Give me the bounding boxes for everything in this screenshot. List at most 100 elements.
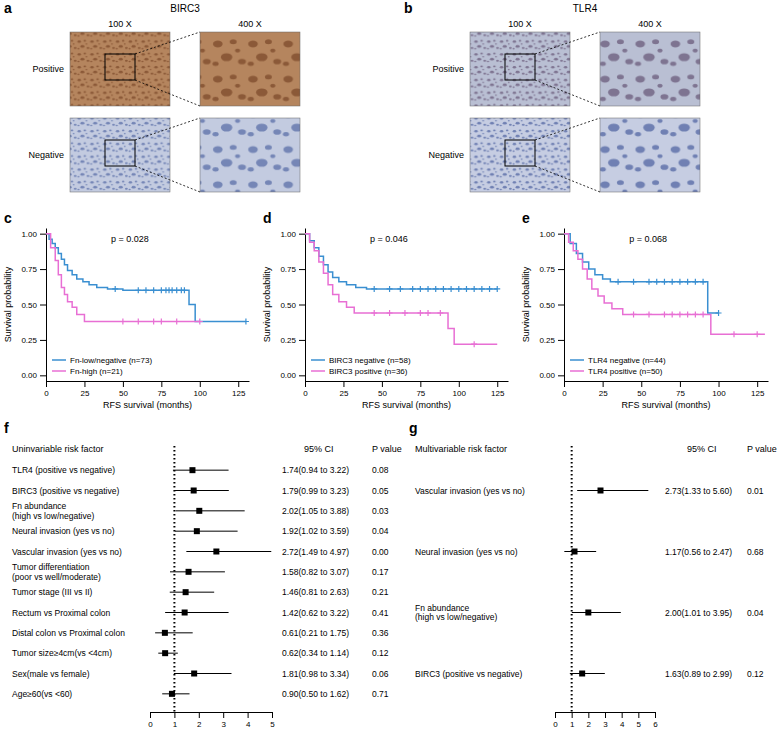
micrograph — [470, 118, 570, 192]
tick-label: 0 — [44, 389, 49, 398]
p-value: 0.12 — [747, 669, 764, 679]
x-axis-tick: 6 — [653, 712, 658, 729]
x-axis-tick: 125 — [232, 381, 246, 398]
panel-letter: f — [4, 420, 9, 436]
table-header: P value — [747, 444, 777, 454]
y-axis-tick: 1.00 — [21, 230, 46, 239]
plot-area — [155, 446, 271, 712]
ci-label: 2.72(1.49 to 4.97) — [282, 547, 349, 557]
panel-letter: b — [404, 0, 413, 16]
tick-mark — [558, 375, 564, 376]
y-axis: 0.000.250.500.751.00 — [539, 229, 564, 382]
table-header: Uninvariable risk factor — [12, 444, 104, 454]
censor-mark — [112, 286, 118, 292]
censor-mark — [151, 319, 157, 325]
zoom-connector — [135, 32, 200, 54]
row-label: BIRC3 (positive vs negative) — [12, 486, 119, 496]
tick-mark — [299, 269, 305, 270]
panel-letter: d — [263, 210, 272, 226]
row-label: Tumor size≥4cm(vs <4cm) — [12, 648, 112, 658]
tick-mark — [305, 381, 306, 387]
ci-label: 1.63(0.89 to 2.99) — [665, 669, 732, 679]
tick-label: 6 — [653, 720, 658, 729]
censor-mark — [669, 311, 675, 317]
row-label: Positive — [432, 64, 464, 74]
error-bar — [162, 693, 189, 694]
censor-mark — [135, 319, 141, 325]
censor-mark — [151, 287, 157, 293]
error-bar — [577, 490, 648, 491]
zoom-box — [505, 54, 535, 80]
ci-label: 1.58(0.82 to 3.07) — [282, 567, 349, 577]
tick-label: 0.50 — [280, 301, 296, 310]
tick-label: 0.75 — [280, 265, 296, 274]
x-axis-tick: 0 — [148, 712, 153, 729]
tick-label: 3 — [603, 720, 608, 729]
x-axis: 0255075100125 — [562, 381, 768, 398]
censor-mark — [654, 279, 660, 285]
ci-label: 0.90(0.50 to 1.62) — [282, 689, 349, 699]
legend-label: Fn-high (n=21) — [70, 367, 123, 376]
column-label: 400 X — [638, 19, 662, 29]
plot-area — [46, 234, 249, 325]
x-axis-title: RFS survival (months) — [362, 400, 451, 410]
censor-mark — [371, 286, 377, 292]
tick-mark — [555, 712, 556, 718]
tick-mark — [299, 305, 305, 306]
annotation: p = 0.046 — [370, 234, 408, 244]
estimate-marker — [183, 589, 189, 595]
tick-mark — [382, 381, 383, 387]
tick-label: 0.75 — [539, 265, 555, 274]
tick-mark — [655, 712, 656, 718]
tick-mark — [150, 712, 151, 718]
p-value: 0.71 — [372, 689, 389, 699]
tick-label: 125 — [491, 389, 505, 398]
row-label: Fn abundance(high vs low/negative) — [12, 501, 94, 520]
tick-label: 25 — [80, 389, 89, 398]
x-axis-tick: 2 — [587, 712, 592, 729]
error-bar — [155, 632, 193, 633]
plot-area — [305, 234, 500, 347]
row-label: Rectum vs Proximal colon — [12, 608, 111, 618]
tick-label: 50 — [119, 389, 128, 398]
x-axis-tick: 1 — [570, 712, 575, 729]
censor-mark — [371, 310, 377, 316]
p-value: 0.05 — [372, 486, 389, 496]
micrograph — [70, 118, 170, 192]
error-bar — [173, 470, 229, 471]
panel-title: BIRC3 — [170, 3, 200, 14]
annotation: p = 0.028 — [111, 234, 149, 244]
x-axis-tick: 0 — [553, 712, 558, 729]
censor-mark — [158, 319, 164, 325]
survival-curve — [305, 234, 497, 344]
survival-curve — [305, 234, 497, 289]
panel-letter: g — [409, 420, 418, 436]
tick-mark — [572, 712, 573, 718]
legend-label: Fn-low/negative (n=73) — [70, 356, 152, 365]
error-bar — [170, 592, 214, 593]
x-axis-tick: 3 — [603, 712, 608, 729]
tick-label: 0.50 — [539, 301, 555, 310]
row-label: TLR4 (positive vs negative) — [12, 465, 115, 475]
tick-label: 125 — [751, 389, 765, 398]
tick-label: 0 — [303, 389, 308, 398]
y-axis-tick: 0.00 — [539, 371, 564, 380]
estimate-marker — [191, 488, 197, 494]
y-axis: 0.000.250.500.751.00 — [21, 229, 46, 382]
tick-mark — [40, 269, 46, 270]
tick-label: 4 — [246, 720, 251, 729]
plot-area — [564, 234, 765, 338]
legend-label: TLR4 positive (n=50) — [588, 367, 663, 376]
tick-label: 75 — [416, 389, 425, 398]
ci-label: 1.46(0.81 to 2.63) — [282, 587, 349, 597]
censor-mark — [463, 286, 469, 292]
tick-label: 0.50 — [21, 301, 37, 310]
ci-label: 0.61(0.21 to 1.75) — [282, 628, 349, 638]
forest-plot: Uninvariable risk factor95% CIP value012… — [12, 444, 402, 729]
zoom-box — [105, 140, 135, 166]
y-axis-tick: 0.75 — [21, 265, 46, 274]
y-axis-tick: 1.00 — [539, 230, 564, 239]
censor-mark — [731, 331, 737, 337]
censor-mark — [437, 310, 443, 316]
tick-mark — [343, 381, 344, 387]
